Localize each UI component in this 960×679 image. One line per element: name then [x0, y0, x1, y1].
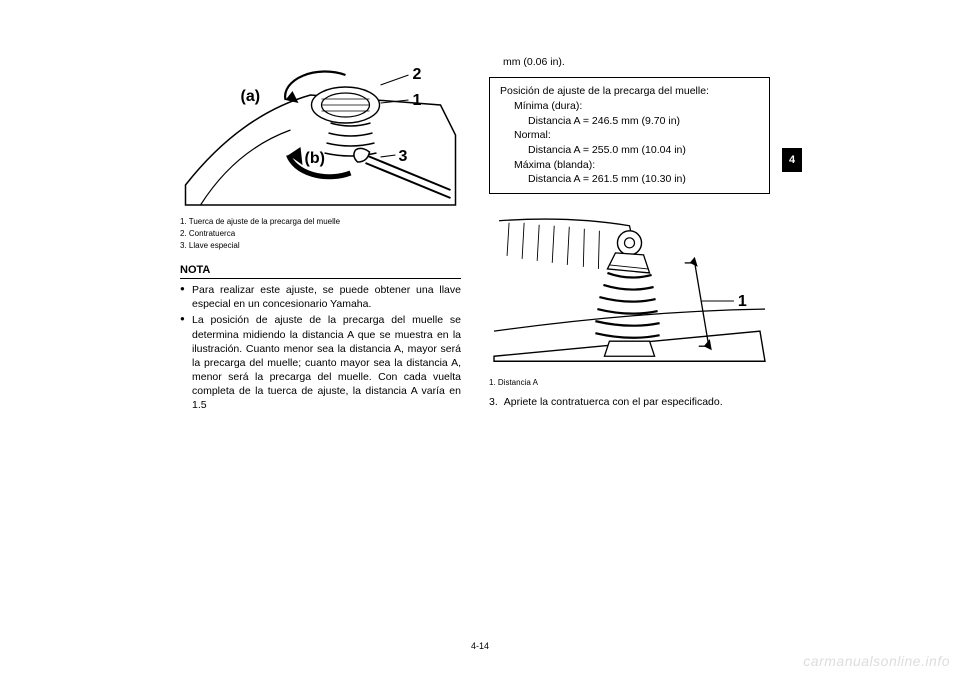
spec-title: Posición de ajuste de la precarga del mu…: [500, 84, 759, 99]
content-area: (a) (b) 1 2 3 1. Tuerca de ajuste de la …: [180, 55, 770, 615]
figure-distance-a: 1: [489, 206, 770, 371]
bullet-text: Para realizar este ajuste, se puede obte…: [192, 284, 461, 310]
step-text: Apriete la contratuerca con el par espec…: [504, 395, 723, 409]
spec-box: Posición de ajuste de la precarga del mu…: [489, 77, 770, 194]
spec-max-label: Máxima (blanda):: [500, 158, 759, 173]
right-column: mm (0.06 in). Posición de ajuste de la p…: [489, 55, 770, 615]
list-item: La posición de ajuste de la precarga del…: [180, 313, 461, 412]
spec-min-val: Distancia A = 246.5 mm (9.70 in): [500, 114, 759, 129]
tab-number: 4: [789, 154, 795, 166]
fig1-label-3: 3: [399, 148, 408, 165]
fig1-label-1: 1: [413, 92, 422, 109]
figure1-caption: 1. Tuerca de ajuste de la precarga del m…: [180, 216, 461, 252]
caption-line: 3. Llave especial: [180, 240, 461, 252]
nota-heading: NOTA: [180, 264, 461, 276]
spec-norm-label: Normal:: [500, 128, 759, 143]
figure-spring-adjust: (a) (b) 1 2 3: [180, 55, 461, 210]
caption-line: 1. Tuerca de ajuste de la precarga del m…: [180, 216, 461, 228]
bullet-text: La posición de ajuste de la precarga del…: [192, 314, 461, 411]
fig2-label-1: 1: [738, 292, 747, 310]
nota-list: Para realizar este ajuste, se puede obte…: [180, 283, 461, 415]
nota-rule: [180, 278, 461, 279]
spec-norm-val: Distancia A = 255.0 mm (10.04 in): [500, 143, 759, 158]
figure2-caption: 1. Distancia A: [489, 377, 770, 389]
fig1-label-b: (b): [305, 150, 325, 167]
thumb-tab: 4: [782, 148, 802, 172]
page-number: 4-14: [471, 641, 489, 651]
fig1-label-2: 2: [413, 66, 422, 83]
continuation-text: mm (0.06 in).: [489, 55, 770, 69]
watermark: carmanualsonline.info: [803, 653, 950, 669]
step-3: 3. Apriete la contratuerca con el par es…: [489, 395, 770, 409]
fig1-label-a: (a): [241, 88, 261, 105]
spec-max-val: Distancia A = 261.5 mm (10.30 in): [500, 172, 759, 187]
page: 4: [0, 0, 960, 679]
left-column: (a) (b) 1 2 3 1. Tuerca de ajuste de la …: [180, 55, 461, 615]
caption-line: 1. Distancia A: [489, 377, 770, 389]
caption-line: 2. Contratuerca: [180, 228, 461, 240]
list-item: Para realizar este ajuste, se puede obte…: [180, 283, 461, 311]
spec-min-label: Mínima (dura):: [500, 99, 759, 114]
step-number: 3.: [489, 395, 498, 409]
